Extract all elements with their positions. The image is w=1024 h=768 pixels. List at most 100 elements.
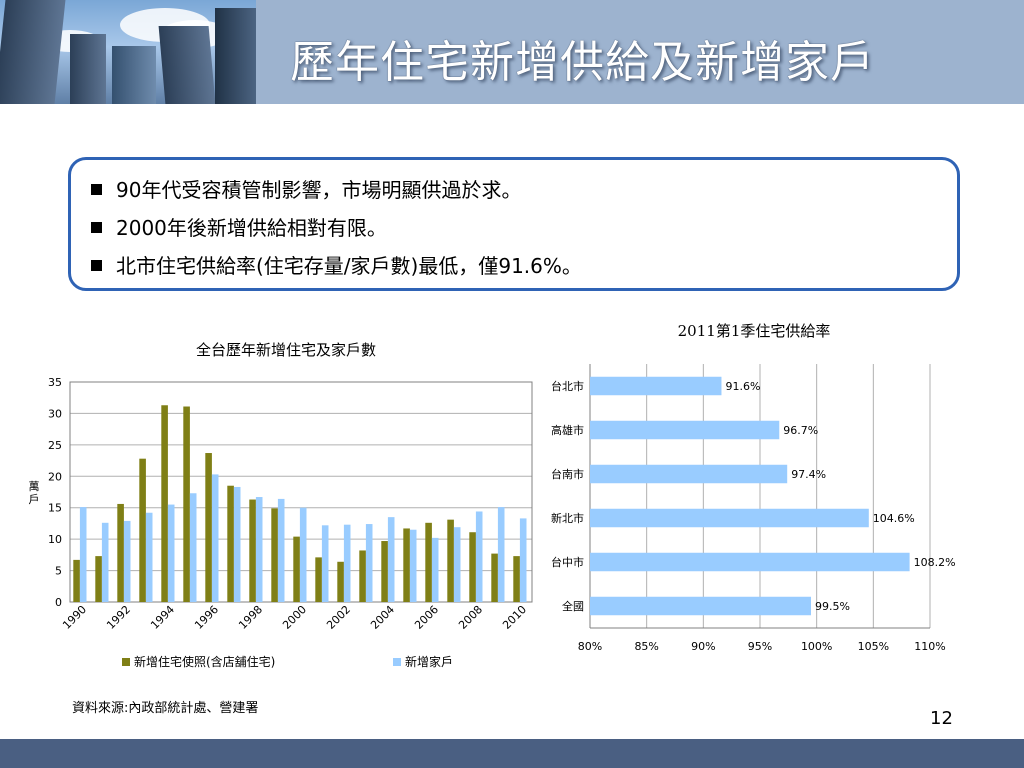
bar-series-2 [145,512,153,602]
bar-series-2 [497,507,505,602]
chart2-title: 2011第1季住宅供給率 [678,322,831,340]
svg-text:萬: 萬 [29,480,40,493]
bar-series-1 [139,458,146,602]
svg-text:戶: 戶 [29,493,40,506]
bar-series-1 [73,559,80,602]
y-tick-label: 10 [48,533,62,546]
x-tick-label: 2002 [324,603,353,632]
category-label: 台北市 [551,379,584,393]
bullet-text: 90年代受容積管制影響，市場明顯供過於求。 [116,178,522,202]
bar-series-2 [233,486,241,602]
x-tick-label: 2000 [280,603,309,632]
bar-series-2 [343,524,351,602]
y-tick-label: 15 [48,502,62,515]
y-tick-label: 0 [55,596,62,609]
bar [590,464,788,484]
y-tick-label: 5 [55,565,62,578]
x-tick-label: 1998 [236,603,265,632]
bar-series-2 [409,529,417,602]
bar-series-2 [519,518,527,602]
bar-series-1 [513,556,520,602]
bar-series-1 [227,485,234,602]
bar-series-1 [293,536,300,602]
data-label: 97.4% [791,468,826,481]
x-tick-label: 1990 [60,603,89,632]
x-tick-label: 2006 [412,603,441,632]
bar-series-2 [431,537,439,602]
header-bar: 歷年住宅新增供給及新增家戶 [0,0,1024,104]
bar-series-2 [211,474,219,602]
data-label: 104.6% [873,512,915,525]
bullet-item: 90年代受容積管制影響，市場明顯供過於求。 [91,174,521,203]
x-tick-label: 2008 [456,603,485,632]
bar-series-1 [95,556,102,602]
category-label: 台中市 [551,555,584,569]
bar-series-2 [387,517,395,602]
square-bullet-icon [91,260,102,271]
bar-series-2 [189,493,197,602]
bar-series-2 [79,507,87,602]
y-tick-label: 35 [48,376,62,389]
bar-series-2 [277,498,285,602]
category-label: 新北市 [551,511,584,525]
y-tick-label: 20 [48,470,62,483]
x-tick-label: 2010 [500,603,529,632]
bar-series-1 [117,503,124,602]
bar [590,552,910,572]
bar-series-2 [475,511,483,602]
bullet-item: 北市住宅供給率(住宅存量/家戶數)最低，僅91.6%。 [91,250,582,279]
bar-series-2 [123,520,131,602]
bar-series-1 [469,532,476,602]
x-tick-label: 95% [748,640,772,653]
data-label: 108.2% [914,556,956,569]
chart1-title: 全台歷年新增住宅及家戶數 [196,341,376,359]
bar [590,376,722,396]
bullet-text: 北市住宅供給率(住宅存量/家戶數)最低，僅91.6%。 [116,254,582,278]
bar-series-1 [183,406,190,602]
legend-label-series-1: 新增住宅使照(含店舖住宅) [134,654,275,669]
bar-series-2 [365,524,373,602]
bullet-text: 2000年後新增供給相對有限。 [116,216,387,240]
square-bullet-icon [91,184,102,195]
housing-households-chart: 全台歷年新增住宅及家戶數 0 5 10 15 20 25 30 35 1990 1992 1994… [29,341,533,669]
data-label: 91.6% [725,380,760,393]
x-tick-label: 2004 [368,603,397,632]
bullet-item: 2000年後新增供給相對有限。 [91,212,387,241]
chart1-legend: 新增住宅使照(含店舖住宅) 新增家戶 [122,654,453,669]
x-tick-label: 80% [578,640,602,653]
bar-series-1 [249,499,256,602]
bar-series-1 [161,405,168,602]
city-buildings-photo [0,0,256,104]
bar-series-1 [425,522,432,602]
x-tick-label: 90% [691,640,715,653]
bar-series-2 [321,525,329,602]
bar-series-2 [101,522,109,602]
bar-series-1 [381,541,388,602]
x-tick-label: 110% [914,640,945,653]
y-tick-label: 25 [48,439,62,452]
bar-series-1 [337,561,344,602]
bar-series-1 [447,519,454,602]
bar-series-1 [359,550,366,602]
bar [590,596,811,616]
data-label: 99.5% [815,600,850,613]
x-tick-label: 1996 [192,603,221,632]
y-tick-label: 30 [48,407,62,420]
bar-series-1 [403,528,410,602]
data-label: 96.7% [783,424,818,437]
chart1-ylabel: 萬 戶 [29,480,40,506]
legend-label-series-2: 新增家戶 [405,654,453,669]
bar [590,420,780,440]
x-tick-label: 1994 [148,603,177,632]
legend-swatch-series-2 [393,658,401,666]
legend-swatch-series-1 [122,658,130,666]
bar-series-1 [315,557,322,602]
data-source-note: 資料來源:內政部統計處、營建署 [72,701,259,716]
x-tick-label: 100% [801,640,832,653]
slide-title: 歷年住宅新增供給及新增家戶 [290,37,875,88]
bullet-box: 90年代受容積管制影響，市場明顯供過於求。 2000年後新增供給相對有限。 北市… [68,157,960,291]
footer-bar [0,739,1024,768]
category-label: 全國 [562,599,584,613]
category-label: 高雄市 [551,423,584,437]
bar [590,508,869,528]
